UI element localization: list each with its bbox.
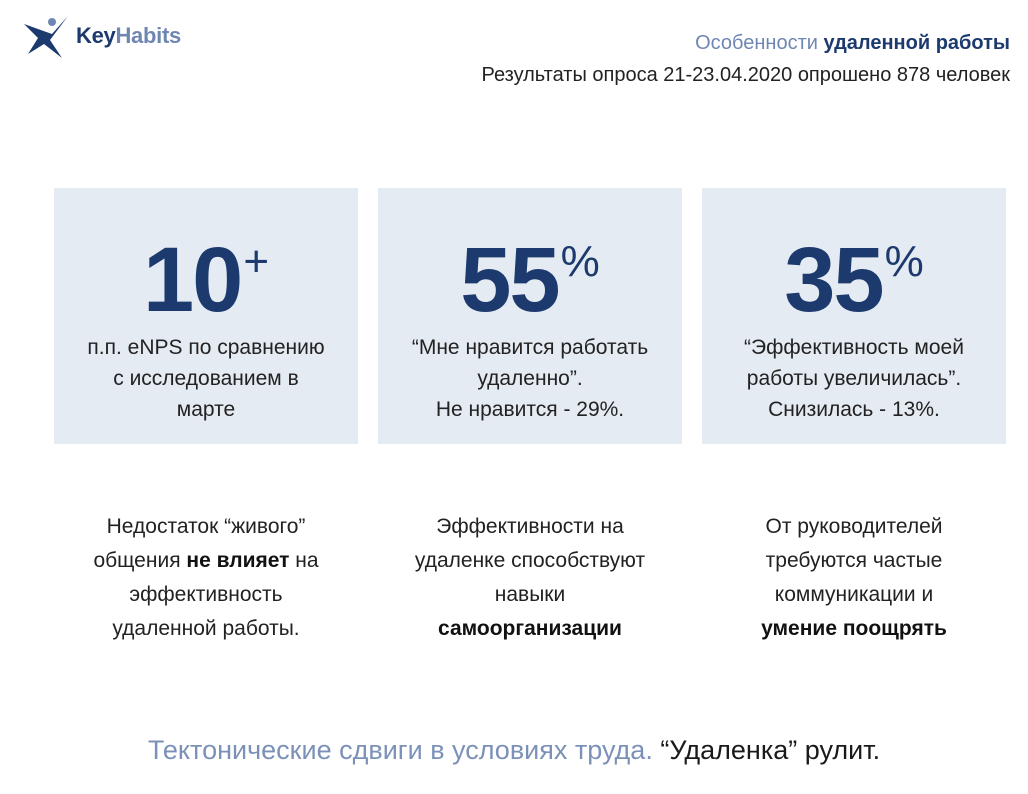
stat-description: “Мне нравится работать удаленно”. Не нра…: [411, 336, 649, 421]
stat-card-like-remote: 55% “Мне нравится работать удаленно”. Не…: [378, 188, 682, 444]
insight-self-organization: Эффективности на удаленке способствуют н…: [414, 515, 646, 640]
stat-description: “Эффективность моей работы увеличилась”.…: [744, 336, 964, 421]
insight-live-communication: Недостаток “живого” общения не влияет на…: [93, 515, 319, 640]
page-subtitle: Результаты опроса 21-23.04.2020 опрошено…: [481, 64, 1010, 86]
header: Особенности удаленной работы Результаты …: [481, 30, 1010, 90]
stat-card-efficiency: 35% “Эффективность моей работы увеличила…: [702, 188, 1006, 444]
stat-number: 55: [460, 229, 560, 331]
stat-suffix: %: [560, 237, 600, 286]
footer-tagline: Тектонические сдвиги в условиях труда. “…: [147, 735, 881, 765]
stat-value: 10 +: [54, 232, 358, 328]
stat-number: 10: [142, 229, 243, 331]
page-title: Особенности удаленной работы: [695, 32, 1010, 54]
stat-value: 35%: [702, 232, 1006, 328]
stat-card-enps: 10 + п.п. eNPS по сравнению с исследовани…: [54, 188, 358, 444]
stat-value: 55%: [378, 232, 682, 328]
stat-description: п.п. eNPS по сравнению с исследованием в…: [87, 336, 325, 421]
insight-managers: От руководителей требуются частые коммун…: [761, 515, 947, 640]
logo-mark-icon: [24, 16, 68, 58]
stat-suffix: +: [243, 237, 270, 286]
logo: KeyHabits: [22, 14, 181, 58]
logo-text: KeyHabits: [76, 23, 181, 48]
stat-number: 35: [784, 229, 884, 331]
stat-suffix: %: [884, 237, 924, 286]
